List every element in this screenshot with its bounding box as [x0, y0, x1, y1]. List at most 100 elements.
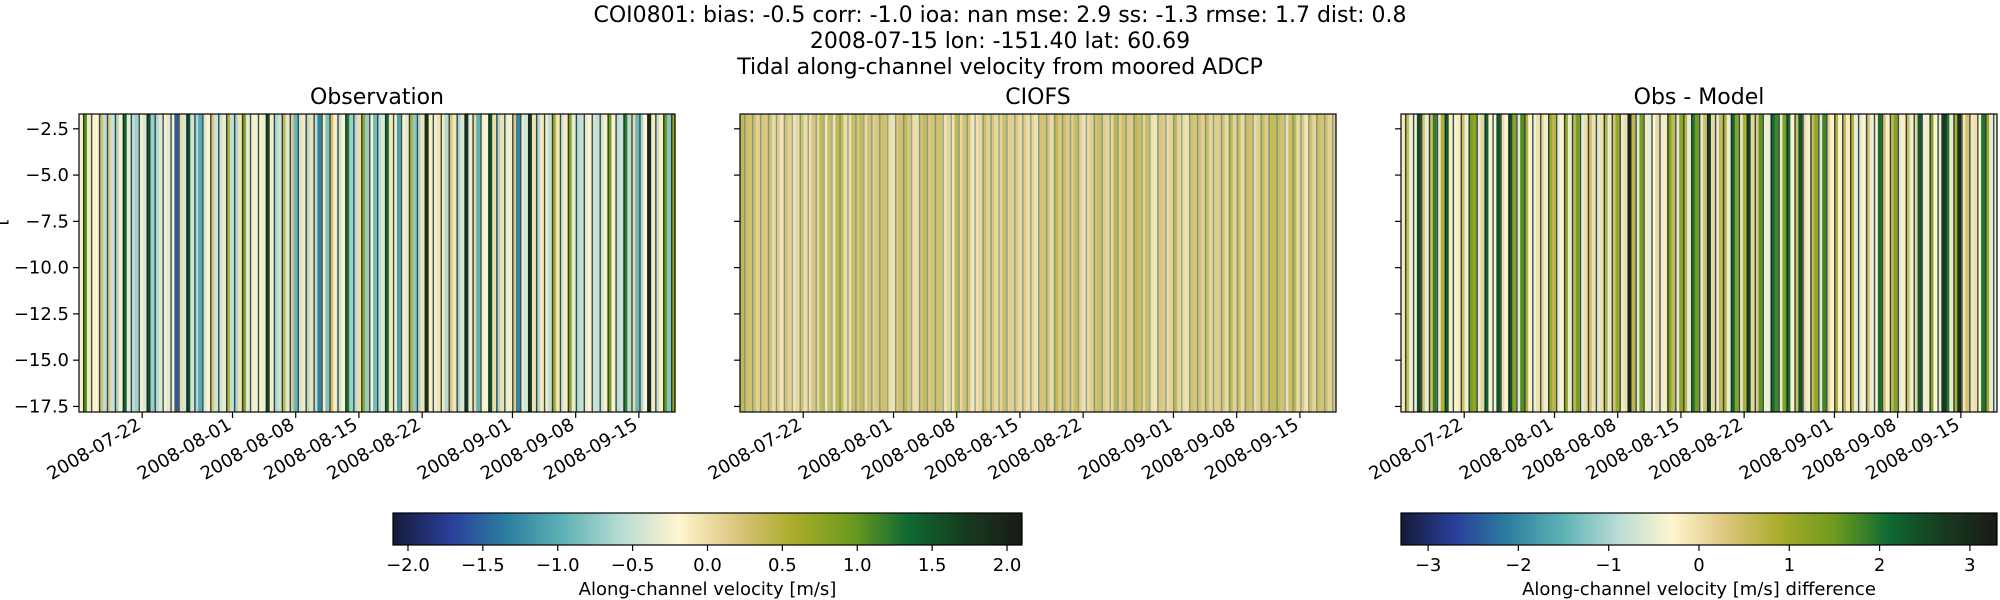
heatmap-cell	[863, 114, 865, 412]
heatmap-cell	[1881, 114, 1887, 412]
heatmap-cell	[1101, 114, 1107, 412]
heatmap-cell	[887, 114, 892, 412]
heatmap-cell	[667, 114, 672, 412]
heatmap-cell	[82, 114, 88, 412]
heatmap-cell	[1324, 114, 1326, 412]
panel-1: Observation −2.5 −5.0 −7.5 −10.0 −12.5 −15.0 −1…	[14, 85, 676, 485]
heatmap-cell	[827, 114, 832, 412]
heatmap-cell	[222, 114, 227, 412]
heatmap-cell	[1169, 114, 1174, 412]
heatmap-cell	[571, 114, 577, 412]
heatmap-cell	[138, 114, 144, 412]
heatmap-cell	[480, 114, 482, 412]
heatmap-cell	[751, 114, 754, 412]
heatmap-cell	[543, 114, 546, 412]
heatmap-cell	[1730, 114, 1736, 412]
heatmap-cell	[245, 114, 251, 412]
heatmap-cell	[1913, 114, 1915, 412]
heatmap-cell	[767, 114, 773, 412]
heatmap-cell	[843, 114, 848, 412]
heatmap-cell	[759, 114, 762, 412]
heatmap-cell	[1977, 114, 1979, 412]
heatmap-cell	[1579, 114, 1585, 412]
heatmap-cell	[496, 114, 498, 412]
heatmap-cell	[1818, 114, 1823, 412]
heatmap-cell	[1563, 114, 1566, 412]
heatmap-cell	[1639, 114, 1644, 412]
heatmap-cell	[1615, 114, 1621, 412]
heatmap-cell	[1006, 114, 1011, 412]
heatmap-cell	[1671, 114, 1676, 412]
heatmap-cell	[1272, 114, 1277, 412]
heatmap-cell	[755, 114, 761, 412]
heatmap-cell	[823, 114, 825, 412]
heatmap-cell	[1002, 114, 1007, 412]
heatmap-cell	[1212, 114, 1218, 412]
heatmap-cell	[1420, 114, 1423, 412]
heatmap-cell	[130, 114, 136, 412]
heatmap-cell	[345, 114, 347, 412]
heatmap-cell	[249, 114, 255, 412]
heatmap-cell	[1989, 114, 1994, 412]
heatmap-cell	[619, 114, 624, 412]
heatmap-cell	[1157, 114, 1162, 412]
heatmap-cell	[1061, 114, 1067, 412]
heatmap-cell	[1030, 114, 1035, 412]
heatmap-cell	[950, 114, 956, 412]
heatmap-cell	[293, 114, 299, 412]
heatmap-cell	[1921, 114, 1923, 412]
heatmap-cell	[504, 114, 509, 412]
heatmap-cell	[910, 114, 913, 412]
heatmap-cell	[982, 114, 984, 412]
heatmap-cell	[815, 114, 821, 412]
heatmap-cell	[1846, 114, 1851, 412]
y-tick-label: −2.5	[25, 119, 69, 140]
heatmap-cell	[1826, 114, 1831, 412]
heatmap-cell	[1504, 114, 1509, 412]
heatmap-cell	[1300, 114, 1305, 412]
heatmap-cell	[341, 114, 346, 412]
heatmap-cell	[277, 114, 283, 412]
heatmap-cell	[1280, 114, 1285, 412]
heatmap-cell	[281, 114, 284, 412]
heatmap-cell	[170, 114, 172, 412]
heatmap-cell	[122, 114, 125, 412]
heatmap-cell	[432, 114, 435, 412]
heatmap-cell	[1687, 114, 1692, 412]
heatmap-cell	[1714, 114, 1717, 412]
heatmap-cell	[1742, 114, 1748, 412]
heatmap-cell	[1520, 114, 1525, 412]
heatmap-cell	[488, 114, 493, 412]
heatmap-cell	[1516, 114, 1521, 412]
heatmap-cell	[186, 114, 188, 412]
heatmap-cell	[396, 114, 402, 412]
heatmap-cell	[257, 114, 260, 412]
heatmap-cell	[942, 114, 945, 412]
heatmap-cell	[464, 114, 469, 412]
heatmap-cell	[1472, 114, 1478, 412]
heatmap-cell	[468, 114, 473, 412]
heatmap-cell	[353, 114, 358, 412]
heatmap-cell	[839, 114, 844, 412]
heatmap-cell	[1452, 114, 1458, 412]
heatmap-cell	[1555, 114, 1558, 412]
heatmap-cell	[1762, 114, 1764, 412]
heatmap-cell	[1428, 114, 1431, 412]
heatmap-cell	[174, 114, 179, 412]
heatmap-cell	[627, 114, 632, 412]
heatmap-cell	[567, 114, 573, 412]
heatmap-cell	[922, 114, 928, 412]
heatmap-cell	[377, 114, 382, 412]
colorbar-tick-label: −0.5	[611, 555, 655, 576]
heatmap-cell	[265, 114, 271, 412]
heatmap-cell	[1897, 114, 1903, 412]
heatmap-cell	[301, 114, 307, 412]
heatmap-cell	[392, 114, 398, 412]
heatmap-cell	[1762, 114, 1768, 412]
heatmap-cell	[265, 114, 268, 412]
heatmap-cell	[1651, 114, 1653, 412]
heatmap-cell	[512, 114, 517, 412]
heatmap-cell	[1129, 114, 1134, 412]
heatmap-cell	[1216, 114, 1222, 412]
heatmap-cell	[551, 114, 557, 412]
